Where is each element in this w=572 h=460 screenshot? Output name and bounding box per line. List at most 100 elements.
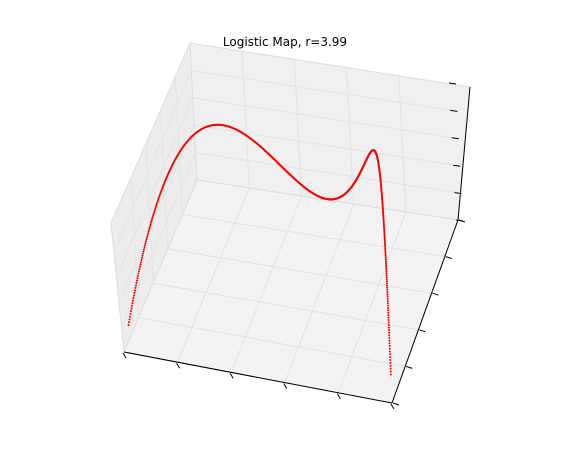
data-point xyxy=(384,254,387,257)
data-point xyxy=(385,278,388,281)
data-point xyxy=(387,316,390,319)
data-point xyxy=(382,223,385,226)
data-point xyxy=(144,244,147,247)
y-axis-tick xyxy=(392,402,400,406)
data-point xyxy=(147,232,150,235)
data-point xyxy=(134,286,137,289)
data-point xyxy=(386,290,389,293)
data-point xyxy=(388,336,391,339)
data-point xyxy=(384,256,387,259)
data-point xyxy=(384,244,387,247)
data-point xyxy=(133,291,136,294)
data-point xyxy=(386,297,389,300)
data-point xyxy=(131,299,134,302)
data-point xyxy=(385,276,388,279)
data-point xyxy=(387,319,390,322)
data-point xyxy=(149,223,152,226)
data-point xyxy=(150,221,153,224)
data-point xyxy=(136,277,139,280)
data-point xyxy=(387,324,390,327)
data-point xyxy=(385,266,388,269)
x-axis-tick xyxy=(122,352,127,359)
data-point xyxy=(388,334,391,337)
data-point xyxy=(385,270,388,273)
x-axis-tick xyxy=(229,373,234,379)
data-point xyxy=(127,323,130,326)
data-point xyxy=(128,318,131,321)
data-point xyxy=(385,280,388,283)
floor-grid-line xyxy=(230,195,302,373)
data-point xyxy=(141,252,144,255)
data-point xyxy=(386,286,389,289)
data-point xyxy=(141,254,144,257)
data-point xyxy=(142,250,145,253)
data-point xyxy=(383,229,386,232)
data-point xyxy=(145,238,148,241)
z-axis-tick xyxy=(451,137,459,140)
data-point xyxy=(139,263,142,266)
data-point xyxy=(387,326,390,329)
data-point xyxy=(137,270,140,273)
data-point xyxy=(389,364,392,367)
data-point xyxy=(383,228,386,231)
data-point xyxy=(383,234,386,237)
data-point xyxy=(130,304,133,307)
y-axis-tick xyxy=(458,219,466,223)
data-point xyxy=(383,232,386,235)
floor-grid-line xyxy=(284,203,355,383)
z-axis-line xyxy=(457,86,471,221)
data-point xyxy=(388,342,391,345)
data-point xyxy=(383,236,386,239)
data-point xyxy=(129,310,132,313)
data-point xyxy=(386,293,389,296)
data-point xyxy=(129,312,132,315)
data-point xyxy=(154,207,157,210)
left-grid-line xyxy=(120,125,195,298)
data-point xyxy=(385,272,388,275)
data-point xyxy=(386,304,389,307)
floor-grid-line xyxy=(177,187,250,363)
left-grid-line xyxy=(174,77,183,215)
data-point xyxy=(384,247,387,250)
axis-ticks xyxy=(122,82,466,410)
data-point xyxy=(389,356,392,359)
y-axis-tick xyxy=(445,256,452,260)
back-grid-line xyxy=(346,66,355,205)
data-point xyxy=(389,353,392,356)
data-point xyxy=(386,299,389,302)
data-point xyxy=(384,246,387,249)
data-point xyxy=(152,212,155,215)
floor-grid-line xyxy=(153,282,419,331)
chart-title: Logistic Map, r=3.99 xyxy=(223,35,347,49)
data-point xyxy=(143,248,145,251)
back-grid-line xyxy=(191,69,453,111)
data-point xyxy=(387,314,390,317)
data-point xyxy=(385,282,388,285)
data-point xyxy=(386,288,389,291)
data-point xyxy=(382,225,385,228)
data-point xyxy=(389,358,392,361)
data-point xyxy=(387,306,390,309)
data-point xyxy=(384,260,387,263)
data-point xyxy=(383,241,386,243)
data-point xyxy=(147,230,150,233)
data-point xyxy=(389,373,392,376)
data-point xyxy=(154,206,157,209)
left-grid-line xyxy=(117,70,192,243)
data-point xyxy=(138,267,141,270)
data-point xyxy=(382,221,385,224)
data-point xyxy=(155,203,158,206)
data-point xyxy=(149,225,152,227)
y-axis-tick xyxy=(419,329,426,333)
data-point xyxy=(151,217,154,220)
data-point xyxy=(384,258,387,261)
data-point xyxy=(383,226,386,229)
data-point xyxy=(139,261,142,264)
data-point xyxy=(146,234,149,237)
back-grid-line xyxy=(195,152,457,194)
data-point xyxy=(156,201,159,204)
data-point xyxy=(388,347,391,350)
y-axis-tick xyxy=(406,365,413,369)
data-point xyxy=(127,321,130,324)
